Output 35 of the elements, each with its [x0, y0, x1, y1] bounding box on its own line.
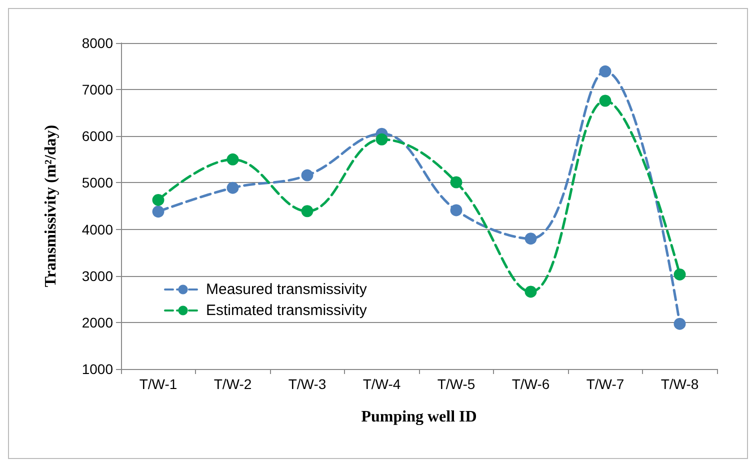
point: [674, 318, 686, 330]
point: [450, 176, 462, 188]
x-tick-label: T/W-6: [512, 376, 550, 392]
y-tick-label: 2000: [82, 314, 114, 330]
y-tick-label: 1000: [82, 361, 114, 377]
y-tick-label: 7000: [82, 82, 114, 98]
legend-label: Measured transmissivity: [206, 281, 368, 298]
y-tick-label: 4000: [82, 221, 114, 238]
y-tick-label: 3000: [82, 268, 114, 284]
point: [524, 286, 537, 298]
point: [301, 205, 314, 218]
y-axis-title: Transmissivity (m²/day): [42, 124, 60, 288]
point: [599, 94, 612, 107]
x-axis-title: Pumping well ID: [361, 408, 477, 426]
point: [152, 194, 164, 206]
y-tick-label: 5000: [82, 174, 114, 191]
x-tick-label: T/W-2: [214, 376, 252, 392]
point: [376, 133, 388, 146]
legend-label: Estimated transmissivity: [206, 302, 368, 319]
y-tick-label: 6000: [82, 128, 114, 144]
point: [599, 65, 612, 78]
x-tick-label: T/W-1: [139, 376, 178, 392]
x-tick-label: T/W-4: [362, 376, 401, 392]
x-tick-label: T/W-5: [437, 376, 476, 392]
point: [152, 206, 164, 218]
x-tick-label: T/W-8: [660, 376, 699, 392]
point: [226, 182, 239, 194]
x-tick-label: T/W-3: [288, 376, 326, 392]
point: [226, 153, 239, 166]
point: [450, 204, 462, 216]
point: [674, 268, 686, 280]
y-tick-label: 8000: [82, 35, 114, 51]
x-tick-label: T/W-7: [586, 376, 624, 392]
point: [301, 169, 314, 182]
point: [524, 232, 537, 245]
